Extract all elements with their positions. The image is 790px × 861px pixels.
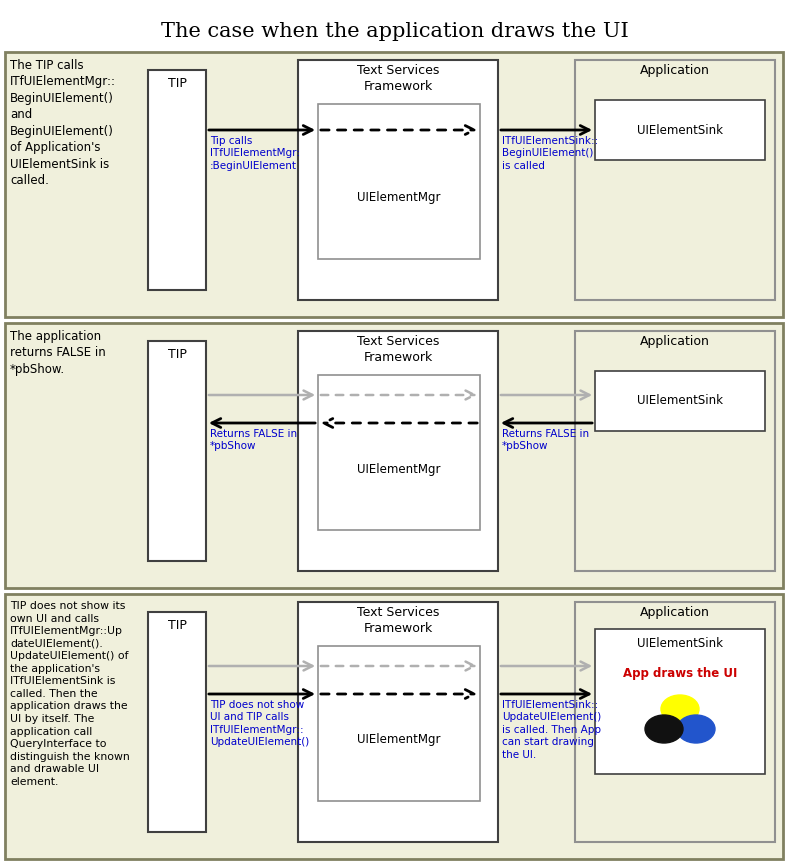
Bar <box>575 602 775 842</box>
Text: The application
returns FALSE in
*pbShow.: The application returns FALSE in *pbShow… <box>10 330 106 376</box>
Text: TIP does not show
UI and TIP calls
ITfUIElementMgr::
UpdateUIElement(): TIP does not show UI and TIP calls ITfUI… <box>210 700 309 747</box>
Text: Text Services
Framework: Text Services Framework <box>357 606 439 635</box>
Text: ITfUIElementSink::
UpdateUIElement()
is called. Then App
can start drawing
the U: ITfUIElementSink:: UpdateUIElement() is … <box>502 700 601 759</box>
Bar <box>595 371 765 431</box>
Text: UIElementMgr: UIElementMgr <box>357 191 441 205</box>
Bar <box>318 375 480 530</box>
Text: Application: Application <box>640 606 710 619</box>
Bar <box>5 323 783 588</box>
Text: TIP: TIP <box>167 77 186 90</box>
Ellipse shape <box>661 695 699 723</box>
Bar <box>298 331 498 571</box>
Bar <box>575 60 775 300</box>
Text: TIP: TIP <box>167 348 186 361</box>
Bar <box>318 646 480 801</box>
Bar <box>148 70 206 290</box>
Bar <box>298 60 498 300</box>
Text: TIP does not show its
own UI and calls
ITfUIElementMgr::Up
dateUIElement().
Upda: TIP does not show its own UI and calls I… <box>10 601 130 787</box>
Bar <box>5 594 783 859</box>
Bar <box>298 602 498 842</box>
Text: UIElementSink: UIElementSink <box>637 394 723 407</box>
Text: Returns FALSE in
*pbShow: Returns FALSE in *pbShow <box>502 429 589 451</box>
Bar <box>575 331 775 571</box>
Ellipse shape <box>677 715 715 743</box>
Text: Tip calls
ITfUIElementMgr:
:BeginUIElement: Tip calls ITfUIElementMgr: :BeginUIEleme… <box>210 136 300 170</box>
Text: The TIP calls
ITfUIElementMgr::
BeginUIElement()
and
BeginUIElement()
of Applica: The TIP calls ITfUIElementMgr:: BeginUIE… <box>10 59 116 188</box>
Text: UIElementSink: UIElementSink <box>637 123 723 137</box>
Bar <box>148 612 206 832</box>
Bar <box>148 341 206 561</box>
Bar <box>318 104 480 259</box>
Text: Text Services
Framework: Text Services Framework <box>357 335 439 364</box>
Text: App draws the UI: App draws the UI <box>623 667 737 680</box>
Text: Application: Application <box>640 64 710 77</box>
Text: Text Services
Framework: Text Services Framework <box>357 64 439 93</box>
Text: The case when the application draws the UI: The case when the application draws the … <box>161 22 629 41</box>
Text: UIElementSink: UIElementSink <box>637 637 723 650</box>
Text: TIP: TIP <box>167 619 186 632</box>
Bar <box>5 52 783 317</box>
Text: ITfUIElementSink::
BeginUIElement()
is called: ITfUIElementSink:: BeginUIElement() is c… <box>502 136 598 170</box>
Text: Returns FALSE in
*pbShow: Returns FALSE in *pbShow <box>210 429 297 451</box>
Bar <box>595 629 765 774</box>
Text: Application: Application <box>640 335 710 348</box>
Text: UIElementMgr: UIElementMgr <box>357 734 441 746</box>
Ellipse shape <box>645 715 683 743</box>
Text: UIElementMgr: UIElementMgr <box>357 462 441 475</box>
Bar <box>595 100 765 160</box>
